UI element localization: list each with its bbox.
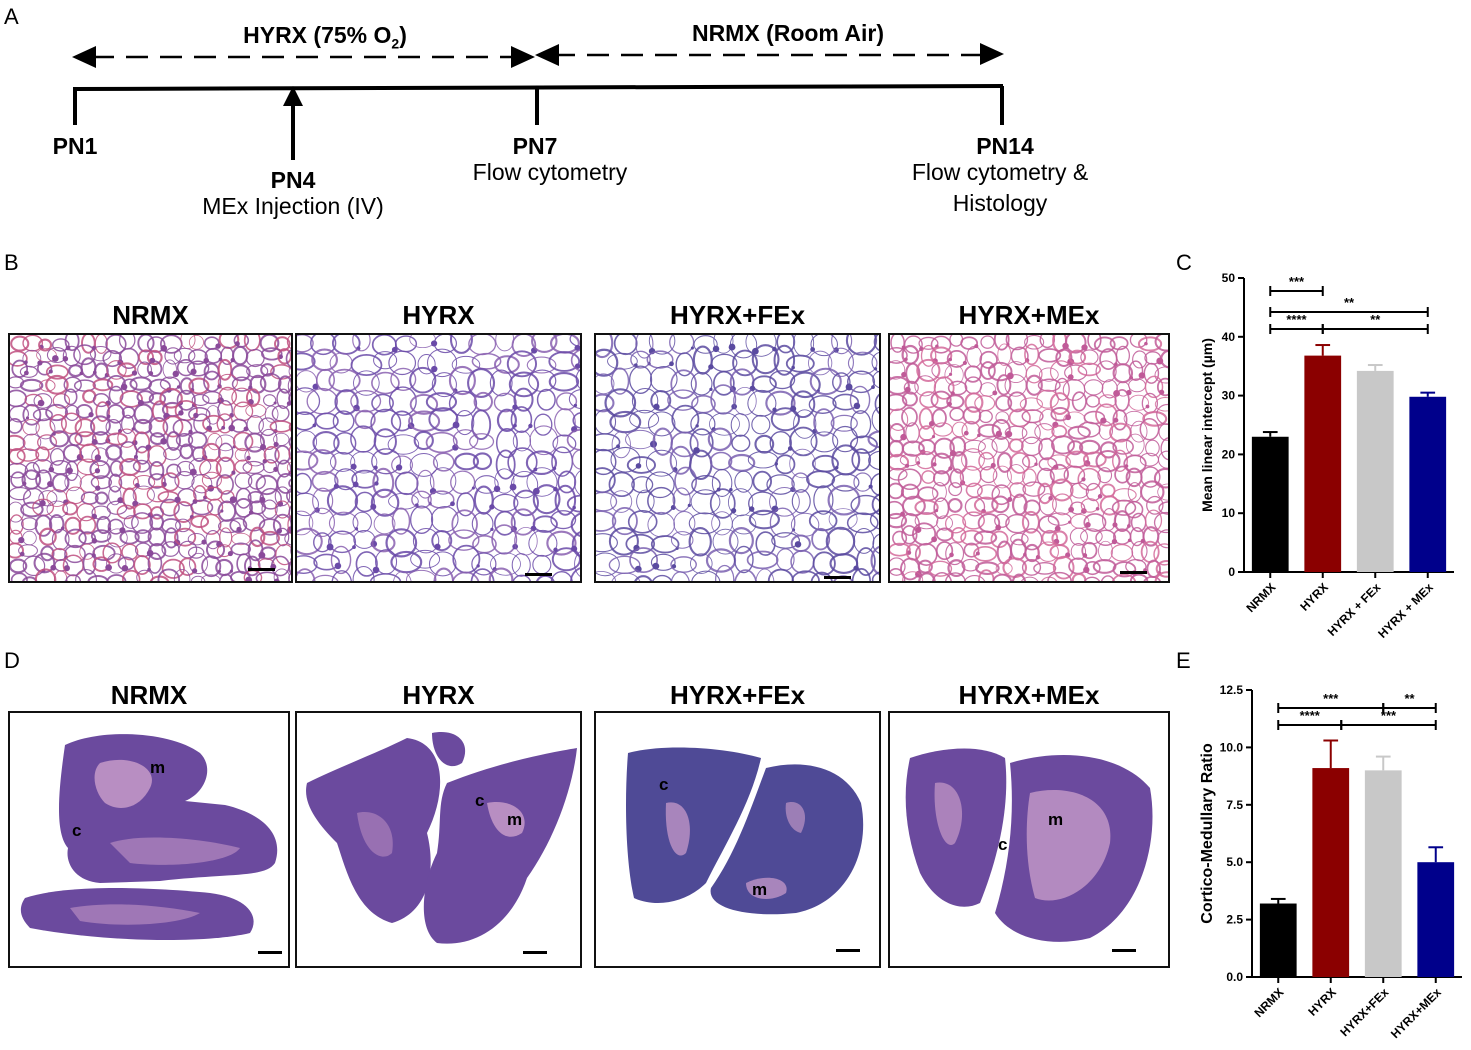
thymus-section: m c — [20, 734, 278, 940]
bar — [1251, 436, 1289, 572]
y-tick-label: 0 — [1228, 565, 1235, 579]
lung-image-hyrx-fex — [594, 333, 881, 583]
y-tick-label: 12.5 — [1220, 683, 1244, 697]
scale-bar — [258, 951, 282, 954]
scale-bar — [836, 949, 860, 952]
lung-tissue — [596, 335, 879, 581]
medulla-label: m — [150, 758, 165, 777]
bar — [1364, 770, 1402, 977]
lung-tissue — [890, 335, 1168, 581]
lung-image-hyrx-mex — [888, 333, 1170, 583]
y-tick-label: 10.0 — [1220, 740, 1244, 754]
pn7-description: Flow cytometry — [472, 159, 628, 185]
scale-bar — [824, 576, 851, 579]
bar — [1417, 862, 1455, 977]
y-tick-label: 20 — [1222, 447, 1236, 461]
panel-label-e: E — [1176, 648, 1191, 673]
thymus-title-hyrx-fex: HYRX+FEx — [669, 680, 806, 710]
bar-chart-cortico-medullary-ratio: 0.0 2.5 5.0 7.5 10.0 12.5 Cortico-Medullary Ra… — [1199, 683, 1462, 1041]
pn14-label: PN14 — [976, 133, 1034, 159]
scale-bar — [525, 573, 552, 576]
nrmx-phase-label: NRMX (Room Air) — [691, 20, 885, 46]
scale-bar — [523, 951, 547, 954]
bar — [1356, 370, 1394, 572]
thymus-section: c m — [306, 732, 577, 944]
pn1-label: PN1 — [52, 133, 98, 159]
bar — [1304, 355, 1342, 572]
panel-label-c: C — [1176, 250, 1192, 275]
x-tick-label: HYRX+FEx — [1337, 985, 1391, 1039]
y-tick-label: 5.0 — [1226, 855, 1243, 869]
hyrx-phase-label: HYRX (75% O2) — [243, 22, 407, 52]
lung-title-hyrx-fex: HYRX+FEx — [669, 300, 806, 330]
significance-label: *** — [1289, 274, 1305, 289]
y-tick-label: 40 — [1222, 330, 1236, 344]
thymus-section: m c — [905, 748, 1153, 942]
medulla-label: m — [752, 880, 767, 899]
significance-label: ** — [1404, 691, 1415, 706]
thymus-title-hyrx: HYRX — [402, 680, 475, 710]
bar — [1312, 768, 1350, 977]
panel-label-d: D — [4, 648, 20, 673]
y-tick-label: 0.0 — [1226, 970, 1243, 984]
bar — [1409, 396, 1447, 572]
bar — [1259, 903, 1297, 977]
scale-bar — [1112, 949, 1136, 952]
x-tick-label: NRMX — [1243, 580, 1278, 615]
cortex-label: c — [659, 775, 668, 794]
thymus-image-hyrx-mex: m c — [888, 711, 1170, 968]
pn7-label: PN7 — [512, 133, 558, 159]
bar-chart-mean-linear-intercept: 0 10 20 30 40 50 Mean linear intercept (µm) NRM… — [1199, 271, 1454, 641]
x-tick-label: HYRX + MEx — [1375, 580, 1436, 641]
lung-title-hyrx: HYRX — [402, 300, 475, 330]
significance-label: *** — [1381, 708, 1397, 723]
pn4-description: MEx Injection (IV) — [202, 193, 384, 219]
lung-image-nrmx — [8, 333, 293, 583]
significance-label: **** — [1300, 708, 1321, 723]
cortex-label: c — [998, 835, 1007, 854]
lung-tissue — [297, 335, 580, 581]
significance-label: ** — [1344, 295, 1355, 310]
significance-label: *** — [1323, 691, 1339, 706]
y-tick-label: 2.5 — [1226, 913, 1243, 927]
thymus-title-nrmx: NRMX — [110, 680, 188, 710]
x-tick-label: HYRX+MEx — [1388, 985, 1444, 1041]
medulla-label: m — [507, 810, 522, 829]
y-axis-label: Cortico-Medullary Ratio — [1199, 743, 1216, 924]
x-tick-label: NRMX — [1251, 985, 1286, 1020]
panel-label-a: A — [4, 4, 19, 29]
lung-tissue — [10, 335, 291, 581]
y-axis-label: Mean linear intercept (µm) — [1199, 338, 1215, 512]
pn4-label: PN4 — [270, 167, 316, 193]
thymus-title-hyrx-mex: HYRX+MEx — [958, 680, 1100, 710]
scale-bar — [1120, 571, 1147, 574]
significance-label: **** — [1286, 312, 1307, 327]
y-tick-label: 50 — [1222, 271, 1236, 285]
y-tick-label: 30 — [1222, 389, 1236, 403]
medulla-label: m — [1048, 810, 1063, 829]
panel-label-b: B — [4, 250, 19, 275]
cortex-label: c — [72, 821, 81, 840]
x-tick-label: HYRX — [1305, 985, 1338, 1018]
pn14-description-line1: Flow cytometry & — [911, 159, 1089, 185]
cortex-label: c — [475, 791, 484, 810]
thymus-image-hyrx-fex: c m — [594, 711, 881, 968]
pn14-description-line2: Histology — [952, 190, 1048, 216]
thymus-image-nrmx: m c — [8, 711, 290, 968]
timeline-diagram — [72, 43, 1004, 160]
significance-label: ** — [1370, 312, 1381, 327]
lung-image-hyrx — [295, 333, 582, 583]
y-tick-label: 7.5 — [1226, 798, 1243, 812]
thymus-image-hyrx: c m — [295, 711, 582, 968]
scale-bar — [248, 568, 275, 571]
x-tick-label: HYRX — [1297, 580, 1330, 613]
lung-title-nrmx: NRMX — [112, 300, 189, 330]
lung-title-hyrx-mex: HYRX+MEx — [958, 300, 1100, 330]
y-tick-label: 10 — [1222, 506, 1236, 520]
thymus-section: c m — [626, 747, 864, 915]
